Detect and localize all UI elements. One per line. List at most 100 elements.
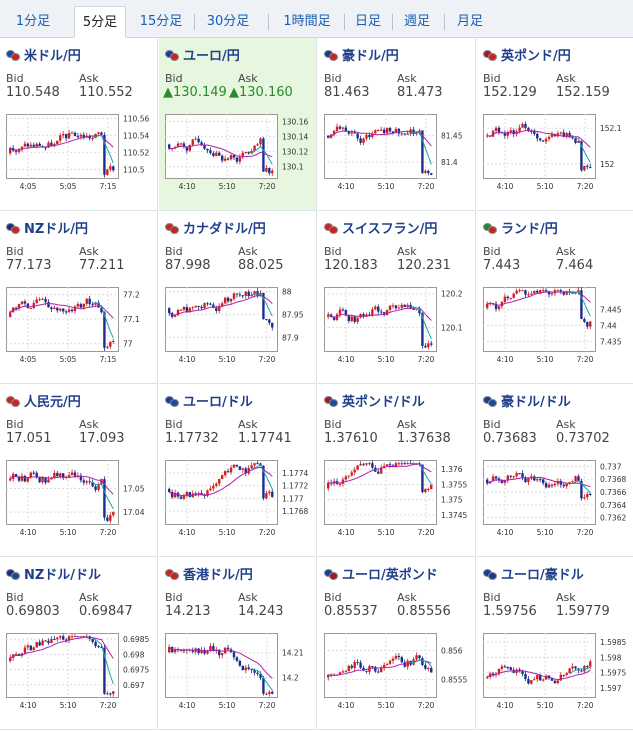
pair-card[interactable]: ランド/円 Bid Ask 7.443 7.464 7.445 7.44 7.435 4:10 5… (477, 211, 633, 384)
pair-card[interactable]: 米ドル/円 Bid Ask 110.548 110.552 110.56 110.54 110… (0, 38, 158, 211)
candle-body (70, 636, 74, 638)
mini-chart[interactable]: 1.5985 1.598 1.5975 1.597 4:10 5:10 7:20 (483, 631, 629, 713)
candle-body (503, 296, 507, 302)
candle-body (79, 475, 83, 481)
pair-name-link[interactable]: 香港ドル/円 (165, 564, 253, 583)
y-tick-label: 87.9 (282, 333, 299, 342)
mini-chart[interactable]: 152.1 152 4:10 5:10 7:20 (483, 112, 629, 194)
mini-chart[interactable]: 1.376 1.3755 1.375 1.3745 4:10 5:10 7:20 (324, 458, 470, 540)
pair-name-link[interactable]: 英ポンド/ドル (324, 391, 425, 410)
mini-chart[interactable]: 7.445 7.44 7.435 4:10 5:10 7:20 (483, 285, 629, 367)
candle-body (359, 662, 362, 668)
candle-body (212, 485, 215, 489)
tab-5[interactable]: 日足 (354, 14, 381, 29)
candle-body (550, 134, 554, 137)
pair-card[interactable]: ユーロ/ドル Bid Ask 1.17732 1.17741 1.1774 1.1772 1.… (159, 384, 317, 557)
pair-name-link[interactable]: NZドル/円 (6, 218, 88, 237)
bid-value: 110.548 (6, 85, 60, 100)
candle-body (332, 317, 336, 320)
pair-card[interactable]: スイスフラン/円 Bid Ask 120.183 120.231 120.2 120.1 4:… (318, 211, 476, 384)
mini-chart[interactable]: 0.737 0.7368 0.7366 0.7364 0.7362 4:10 5:10 7:2… (483, 458, 629, 540)
tab-1[interactable]: 5分足 (74, 6, 126, 38)
pair-name-link[interactable]: ユーロ/円 (165, 45, 240, 64)
pair-card[interactable]: 英ポンド/ドル Bid Ask 1.37610 1.37638 1.376 1.3755 1.… (318, 384, 476, 557)
x-tick-label: 4:10 (179, 182, 196, 191)
pair-card[interactable]: ユーロ/円 Bid Ask ▲130.149 ▲130.160 130.16 130.14 1… (159, 38, 317, 211)
candle-body (327, 314, 330, 317)
tab-4[interactable]: 1時間足 (283, 14, 331, 29)
tab-7[interactable]: 月足 (456, 14, 483, 29)
pair-card[interactable]: 香港ドル/円 Bid Ask 14.213 14.243 14.21 14.2 4:10 5:1… (159, 557, 317, 730)
pair-name-link[interactable]: 人民元/円 (6, 391, 81, 410)
pair-name-link[interactable]: 豪ドル/円 (324, 45, 399, 64)
candle-body (559, 132, 563, 134)
mini-chart[interactable]: 110.56 110.54 110.52 110.5 4:05 5:05 7:15 (6, 112, 152, 194)
mini-chart[interactable]: 1.1774 1.1772 1.177 1.1768 4:10 5:10 7:20 (165, 458, 311, 540)
candle-body (70, 132, 74, 134)
mini-chart[interactable]: 88 87.95 87.9 4:10 5:10 7:20 (165, 285, 311, 367)
pair-name-link[interactable]: ユーロ/豪ドル (483, 564, 584, 583)
pair-card[interactable]: NZドル/ドル Bid Ask 0.69803 0.69847 0.6985 0.698 0.… (0, 557, 158, 730)
mini-chart[interactable]: 14.21 14.2 4:10 5:10 7:20 (165, 631, 311, 713)
mini-chart[interactable]: 0.6985 0.698 0.6975 0.697 4:10 5:10 7:20 (6, 631, 152, 713)
candle-body (262, 465, 265, 499)
candle-body (394, 305, 398, 309)
pair-card[interactable]: NZドル/円 Bid Ask 77.173 77.211 77.2 77.1 77 4:05 5:… (0, 211, 158, 384)
mini-chart[interactable]: 0.856 0.8555 4:10 5:10 7:20 (324, 631, 470, 713)
x-tick-label: 5:10 (537, 355, 554, 364)
pair-card[interactable]: ユーロ/英ポンド Bid Ask 0.85537 0.85556 0.856 0.8555 4… (318, 557, 476, 730)
mini-chart[interactable]: 77.2 77.1 77 4:05 5:05 7:15 (6, 285, 152, 367)
pair-name-link[interactable]: ユーロ/ドル (165, 391, 253, 410)
mini-chart[interactable]: 120.2 120.1 4:10 5:10 7:20 (324, 285, 470, 367)
pair-card[interactable]: 豪ドル/ドル Bid Ask 0.73683 0.73702 0.737 0.7368 0.7… (477, 384, 633, 557)
y-tick-label: 152.1 (600, 124, 622, 133)
pair-card[interactable]: 豪ドル/円 Bid Ask 81.463 81.473 81.45 81.4 4:10 5:10… (318, 38, 476, 211)
pair-name-link[interactable]: スイスフラン/円 (324, 218, 437, 237)
candle-body (362, 314, 365, 317)
plot-frame (324, 633, 437, 698)
ask-value: 1.17741 (238, 431, 292, 446)
candle-body (559, 290, 563, 292)
pair-name-link[interactable]: 豪ドル/ドル (483, 391, 571, 410)
tab-3[interactable]: 30分足 (206, 14, 250, 29)
mini-chart[interactable]: 130.16 130.14 130.12 130.1 4:10 5:10 7:20 (165, 112, 311, 194)
bid-label: Bid (483, 72, 501, 85)
pair-card[interactable]: ユーロ/豪ドル Bid Ask 1.59756 1.59779 1.5985 1.598 1.… (477, 557, 633, 730)
moving-average-line (9, 303, 114, 319)
tab-0[interactable]: 1分足 (15, 14, 51, 29)
tab-2[interactable]: 15分足 (139, 14, 183, 29)
ask-label: Ask (238, 245, 258, 258)
pair-card[interactable]: 人民元/円 Bid Ask 17.051 17.093 17.05 17.04 4:10 5:1… (0, 384, 158, 557)
pair-name-link[interactable]: カナダドル/円 (165, 218, 266, 237)
candle-body (221, 155, 224, 161)
tab-6[interactable]: 週足 (403, 14, 430, 29)
mini-chart[interactable]: 81.45 81.4 4:10 5:10 7:20 (324, 112, 470, 194)
pair-card[interactable]: 英ポンド/円 Bid Ask 152.129 152.159 152.1 152 4:10 5:… (477, 38, 633, 211)
tab-separator (194, 14, 195, 30)
pair-name-link[interactable]: ユーロ/英ポンド (324, 564, 438, 583)
pair-name-link[interactable]: NZドル/ドル (6, 564, 101, 583)
y-tick-label: 0.698 (123, 650, 145, 659)
candle-body (250, 294, 253, 297)
candle-body (29, 144, 33, 147)
x-tick-label: 4:05 (20, 355, 37, 364)
candle-body (382, 465, 386, 468)
pair-card[interactable]: カナダドル/円 Bid Ask 87.998 88.025 88 87.95 87.9 4:10… (159, 211, 317, 384)
candle-body (38, 477, 41, 483)
candle-body (44, 477, 47, 483)
candlestick-chart: 0.856 0.8555 4:10 5:10 7:20 (324, 633, 467, 710)
plot-frame (6, 460, 119, 525)
candle-body (574, 666, 577, 669)
candle-body (85, 636, 88, 638)
pair-name-link[interactable]: 米ドル/円 (6, 45, 81, 64)
candle-body (238, 294, 242, 296)
moving-average-line (486, 669, 591, 681)
pair-name-link[interactable]: ランド/円 (483, 218, 558, 237)
moving-average-line (9, 475, 114, 495)
pair-name: 香港ドル/円 (183, 568, 253, 583)
x-tick-label: 7:20 (418, 701, 435, 710)
plot-frame (6, 114, 119, 179)
mini-chart[interactable]: 17.05 17.04 4:10 5:10 7:20 (6, 458, 152, 540)
candle-body (32, 144, 35, 147)
pair-name-link[interactable]: 英ポンド/円 (483, 45, 571, 64)
